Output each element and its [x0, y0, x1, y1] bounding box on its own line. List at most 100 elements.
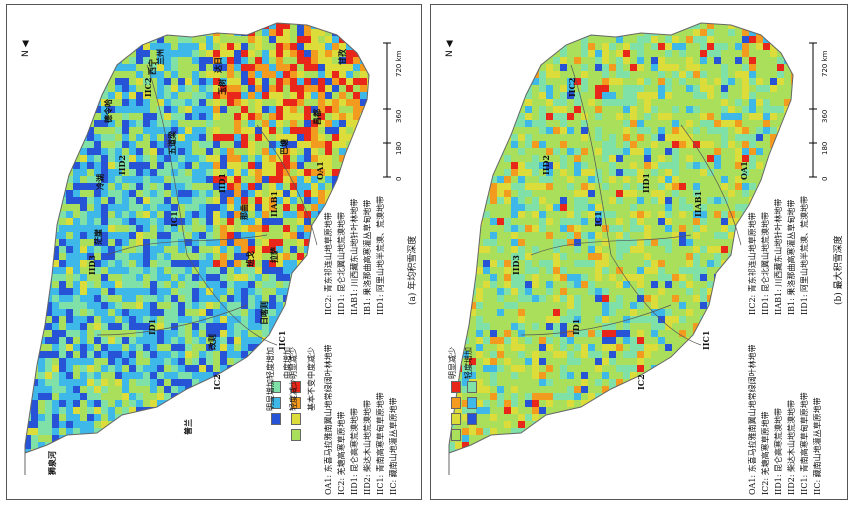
grid-cell: [539, 36, 546, 43]
grid-cell: [45, 92, 52, 99]
grid-cell: [115, 274, 122, 281]
grid-cell: [17, 337, 24, 344]
grid-cell: [518, 358, 525, 365]
grid-cell: [31, 23, 38, 29]
grid-cell: [171, 134, 178, 141]
zone-note: IID1: 阿里山地半荒漠、荒漠地带: [376, 195, 385, 315]
grid-cell: [52, 92, 59, 99]
grid-cell: [206, 246, 213, 253]
grid-cell: [129, 141, 136, 148]
grid-cell: [269, 484, 276, 491]
grid-cell: [122, 120, 129, 127]
grid-cell: [469, 78, 476, 85]
grid-cell: [462, 386, 469, 393]
grid-cell: [449, 155, 455, 162]
grid-cell: [469, 176, 476, 183]
grid-cell: [490, 204, 497, 211]
grid-cell: [150, 463, 157, 470]
grid-cell: [108, 169, 115, 176]
grid-cell: [94, 148, 101, 155]
grid-cell: [462, 477, 469, 484]
grid-cell: [80, 253, 87, 260]
grid-cell: [241, 155, 248, 162]
grid-cell: [325, 190, 332, 197]
grid-cell: [73, 141, 80, 148]
grid-cell: [504, 99, 511, 106]
grid-cell: [518, 316, 525, 323]
grid-cell: [136, 155, 143, 162]
grid-cell: [318, 134, 325, 141]
grid-cell: [227, 113, 234, 120]
grid-cell: [518, 148, 525, 155]
grid-cell: [441, 57, 448, 64]
grid-cell: [318, 50, 325, 57]
grid-cell: [511, 106, 518, 113]
grid-cell: [539, 358, 546, 365]
grid-cell: [283, 435, 290, 442]
grid-cell: [178, 246, 185, 253]
grid-cell: [441, 386, 448, 393]
grid-cell: [94, 386, 101, 393]
grid-cell: [532, 169, 539, 176]
grid-cell: [290, 113, 297, 120]
grid-cell: [66, 351, 73, 358]
grid-cell: [276, 50, 283, 57]
grid-cell: [136, 484, 143, 491]
grid-cell: [269, 85, 276, 92]
grid-cell: [360, 71, 367, 78]
grid-cell: [45, 309, 52, 316]
grid-cell: [339, 400, 346, 407]
grid-cell: [220, 211, 227, 218]
grid-cell: [185, 302, 192, 309]
grid-cell: [290, 71, 297, 78]
grid-cell: [45, 358, 52, 365]
grid-cell: [122, 470, 129, 475]
grid-cell: [318, 176, 325, 183]
grid-cell: [31, 288, 38, 295]
grid-cell: [353, 106, 360, 113]
grid-cell: [325, 148, 332, 155]
grid-cell: [122, 323, 129, 330]
grid-cell: [45, 148, 52, 155]
grid-cell: [87, 309, 94, 316]
grid-cell: [248, 337, 255, 344]
grid-cell: [255, 414, 262, 421]
grid-cell: [255, 358, 262, 365]
grid-cell: [449, 169, 455, 176]
grid-cell: [276, 428, 283, 435]
grid-cell: [476, 358, 483, 365]
grid-cell: [346, 344, 353, 351]
grid-cell: [73, 449, 80, 456]
grid-cell: [539, 218, 546, 225]
grid-cell: [185, 183, 192, 190]
grid-cell: [192, 204, 199, 211]
grid-cell: [185, 456, 192, 463]
grid-cell: [206, 267, 213, 274]
grid-cell: [122, 428, 129, 435]
grid-cell: [546, 463, 553, 470]
grid-cell: [304, 92, 311, 99]
grid-cell: [136, 204, 143, 211]
grid-cell: [80, 316, 87, 323]
grid-cell: [262, 442, 269, 449]
grid-cell: [441, 379, 448, 386]
grid-cell: [129, 393, 136, 400]
grid-cell: [122, 71, 129, 78]
grid-cell: [518, 386, 525, 393]
grid-cell: [346, 78, 353, 85]
grid-cell: [164, 113, 171, 120]
grid-cell: [150, 470, 157, 475]
grid-cell: [199, 435, 206, 442]
grid-cell: [574, 386, 581, 393]
grid-cell: [59, 99, 66, 106]
grid-cell: [52, 351, 59, 358]
grid-cell: [455, 176, 462, 183]
grid-cell: [532, 50, 539, 57]
grid-cell: [560, 211, 567, 218]
grid-cell: [248, 442, 255, 449]
grid-cell: [206, 106, 213, 113]
grid-cell: [462, 15, 469, 22]
grid-cell: [171, 85, 178, 92]
grid-cell: [171, 190, 178, 197]
grid-cell: [455, 225, 462, 232]
